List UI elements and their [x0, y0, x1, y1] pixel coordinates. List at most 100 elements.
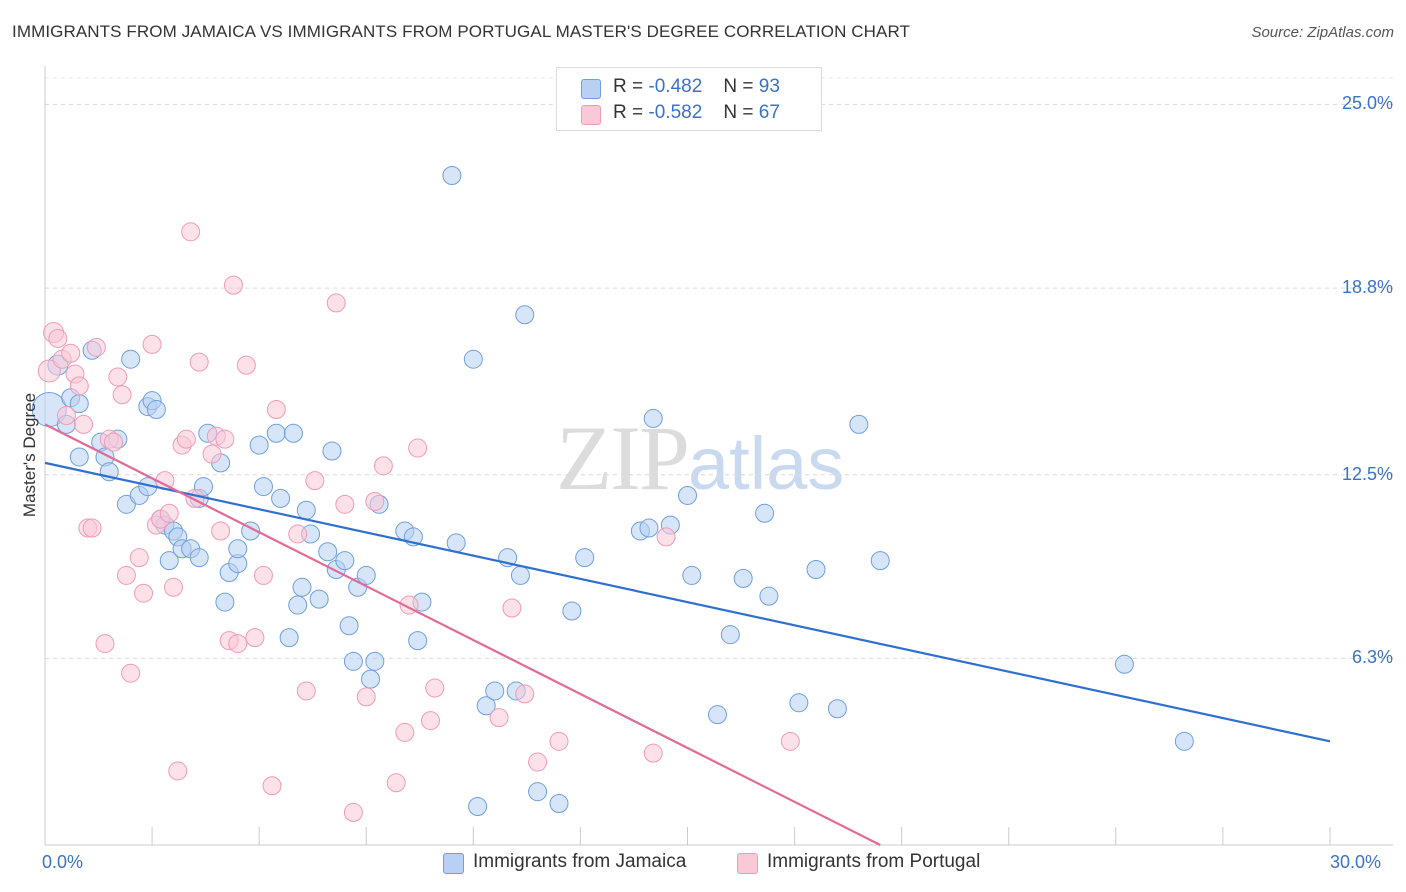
data-point: [322, 441, 342, 461]
data-point: [870, 551, 890, 571]
stats-legend: R = -0.482 N = 93 R = -0.582 N = 67: [556, 67, 822, 131]
data-point: [733, 568, 753, 588]
legend-swatch-portugal: [737, 853, 758, 874]
data-point: [643, 408, 663, 428]
data-point: [202, 444, 222, 464]
series-legend: Immigrants from Jamaica Immigrants from …: [0, 851, 1406, 877]
data-point: [296, 681, 316, 701]
data-point: [176, 429, 196, 449]
y-axis-label: Master's Degree: [20, 392, 39, 518]
data-point: [288, 595, 308, 615]
data-point: [309, 589, 329, 609]
data-point: [356, 565, 376, 585]
data-point: [827, 699, 847, 719]
data-point: [643, 743, 663, 763]
data-point: [245, 628, 265, 648]
data-points: [31, 166, 1194, 822]
data-point: [707, 705, 727, 725]
data-point: [236, 355, 256, 375]
data-point: [678, 485, 697, 505]
legend-swatch-jamaica: [443, 853, 464, 874]
data-point: [189, 548, 209, 568]
data-point: [639, 518, 659, 538]
data-point: [266, 423, 286, 443]
data-point: [425, 678, 445, 698]
data-point: [326, 293, 346, 313]
data-point: [279, 628, 299, 648]
data-point: [215, 592, 235, 612]
y-tick-label: 6.3%: [1351, 647, 1393, 668]
data-point: [223, 275, 243, 295]
data-point: [129, 548, 149, 568]
data-point: [1174, 731, 1194, 751]
data-point: [468, 796, 488, 816]
data-point: [116, 565, 136, 585]
data-point: [343, 651, 363, 671]
data-point: [228, 634, 248, 654]
data-point: [56, 405, 76, 425]
data-point: [421, 711, 440, 731]
legend-label-portugal: Immigrants from Portugal: [767, 851, 981, 872]
data-point: [253, 477, 273, 497]
data-point: [849, 414, 869, 434]
y-tick-label: 25.0%: [1341, 93, 1393, 114]
data-point: [510, 565, 530, 585]
data-point: [253, 565, 273, 585]
data-point: [112, 385, 132, 405]
data-point: [185, 488, 205, 508]
data-point: [528, 752, 548, 772]
data-point: [189, 352, 209, 372]
data-point: [69, 376, 89, 396]
data-point: [37, 359, 61, 383]
data-point: [168, 761, 188, 781]
data-point: [305, 471, 325, 491]
legend-r-value-portugal: -0.582: [648, 102, 703, 123]
y-tick-label: 12.5%: [1341, 463, 1393, 484]
data-point: [485, 681, 505, 701]
data-point: [292, 577, 312, 597]
data-point: [121, 349, 141, 369]
data-point: [549, 731, 569, 751]
data-point: [343, 802, 363, 822]
series-0-points: [31, 166, 1194, 816]
data-point: [365, 491, 385, 511]
data-point: [373, 456, 393, 476]
y-tick-label: 18.8%: [1341, 277, 1393, 298]
data-point: [335, 494, 355, 514]
data-point: [95, 634, 115, 654]
data-point: [271, 488, 291, 508]
data-point: [108, 367, 128, 387]
data-point: [502, 598, 522, 618]
data-point: [720, 625, 740, 645]
data-point: [181, 222, 201, 242]
trend-line-series-0: [44, 461, 1331, 743]
data-point: [288, 524, 308, 544]
legend-r-label: R =: [613, 76, 644, 97]
data-point: [806, 560, 826, 580]
data-point: [339, 616, 359, 636]
data-point: [365, 651, 385, 671]
data-point: [528, 782, 548, 802]
trend-lines: [44, 423, 1331, 846]
axes: [44, 66, 1393, 846]
legend-n-label: N =: [723, 102, 754, 123]
x-tick-max: 30.0%: [1330, 852, 1382, 872]
data-point: [61, 343, 81, 363]
data-point: [549, 794, 569, 814]
legend-swatch-jamaica: [581, 79, 601, 99]
data-point: [356, 687, 376, 707]
data-point: [228, 539, 248, 559]
data-point: [283, 423, 303, 443]
data-point: [74, 414, 94, 434]
data-point: [262, 776, 282, 796]
data-point: [780, 731, 800, 751]
trend-line-series-1: [44, 423, 881, 846]
data-point: [682, 565, 702, 585]
data-point: [318, 542, 338, 562]
data-point: [476, 696, 496, 716]
data-point: [134, 583, 154, 603]
data-point: [446, 533, 466, 553]
data-point: [335, 551, 355, 571]
data-point: [142, 334, 162, 354]
